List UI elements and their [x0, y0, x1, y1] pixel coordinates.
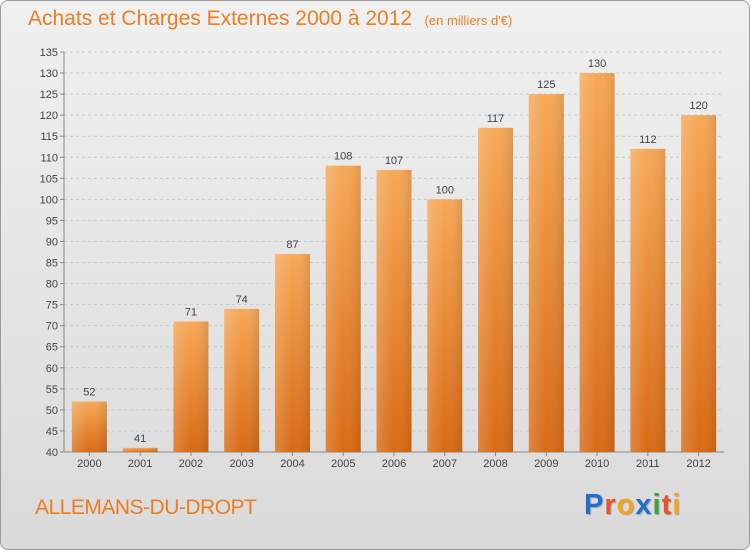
logo-letter: r: [604, 489, 617, 521]
bar-value-label: 108: [334, 151, 352, 163]
proxiti-logo: Proxiti: [584, 489, 681, 522]
y-tick-label: 105: [40, 173, 58, 185]
bar-value-label: 41: [134, 433, 146, 445]
bar-shading: [579, 73, 615, 452]
bar-value-label: 100: [436, 184, 454, 196]
bar-value-label: 71: [185, 306, 197, 318]
bar-value-label: 52: [83, 386, 95, 398]
y-tick-label: 95: [46, 215, 58, 227]
y-tick-label: 70: [46, 321, 58, 333]
bar-shading: [224, 308, 260, 452]
x-tick-label: 2005: [331, 458, 355, 470]
bar-value-label: 74: [236, 294, 248, 306]
bar-value-label: 112: [639, 134, 657, 146]
y-tick-label: 50: [46, 405, 58, 417]
logo-letter: P: [584, 489, 605, 521]
bar-shading: [173, 321, 209, 452]
x-tick-label: 2010: [585, 458, 609, 470]
bar-shading: [376, 169, 412, 453]
x-tick-label: 2000: [77, 458, 101, 470]
bar-value-label: 120: [689, 100, 707, 112]
bar-shading: [630, 148, 666, 452]
y-tick-label: 45: [46, 426, 58, 438]
y-tick-label: 75: [46, 300, 58, 312]
y-tick-label: 80: [46, 279, 58, 291]
bar-value-label: 87: [286, 239, 298, 251]
logo-letter: t: [661, 489, 673, 521]
bar-shading: [71, 401, 107, 452]
chart-title: Achats et Charges Externes 2000 à 2012: [28, 7, 413, 30]
y-tick-label: 60: [46, 363, 58, 375]
bar-value-label: 107: [385, 155, 403, 167]
x-tick-label: 2002: [179, 458, 203, 470]
bar-value-label: 130: [588, 58, 606, 70]
chart-unit-label: (en milliers d'€): [424, 13, 513, 28]
y-tick-label: 40: [46, 447, 58, 459]
bar-shading: [478, 127, 514, 452]
y-tick-label: 55: [46, 384, 58, 396]
bar-shading: [681, 115, 717, 452]
bar-value-label: 117: [487, 113, 505, 125]
bar-shading: [325, 165, 361, 452]
x-tick-label: 2007: [433, 458, 457, 470]
x-tick-label: 2006: [382, 458, 406, 470]
bar-shading: [274, 254, 310, 452]
logo-letter: o: [616, 489, 636, 521]
y-tick-label: 115: [40, 131, 58, 143]
y-tick-label: 90: [46, 236, 58, 248]
y-tick-label: 100: [40, 194, 58, 206]
logo-letter: i: [672, 489, 682, 521]
chart-title-row: Achats et Charges Externes 2000 à 2012 (…: [28, 7, 512, 31]
bar-shading: [122, 447, 158, 452]
bar-shading: [427, 199, 463, 452]
y-tick-label: 85: [46, 258, 58, 270]
y-tick-label: 130: [40, 68, 58, 80]
y-tick-label: 110: [40, 152, 58, 164]
commune-name: ALLEMANS-DU-DROPT: [35, 496, 257, 519]
x-tick-label: 2008: [483, 458, 507, 470]
logo-letter: i: [652, 489, 662, 521]
x-tick-label: 2003: [229, 458, 253, 470]
x-tick-label: 2012: [686, 458, 710, 470]
bar-shading: [528, 94, 564, 453]
x-tick-label: 2011: [636, 458, 660, 470]
x-tick-label: 2009: [534, 458, 558, 470]
x-tick-label: 2001: [128, 458, 152, 470]
y-tick-label: 120: [40, 110, 58, 122]
y-tick-label: 125: [40, 89, 58, 101]
bar-value-label: 125: [537, 79, 555, 91]
y-tick-label: 65: [46, 342, 58, 354]
x-tick-label: 2004: [280, 458, 304, 470]
logo-letter: x: [635, 489, 653, 521]
y-tick-label: 135: [40, 47, 58, 59]
